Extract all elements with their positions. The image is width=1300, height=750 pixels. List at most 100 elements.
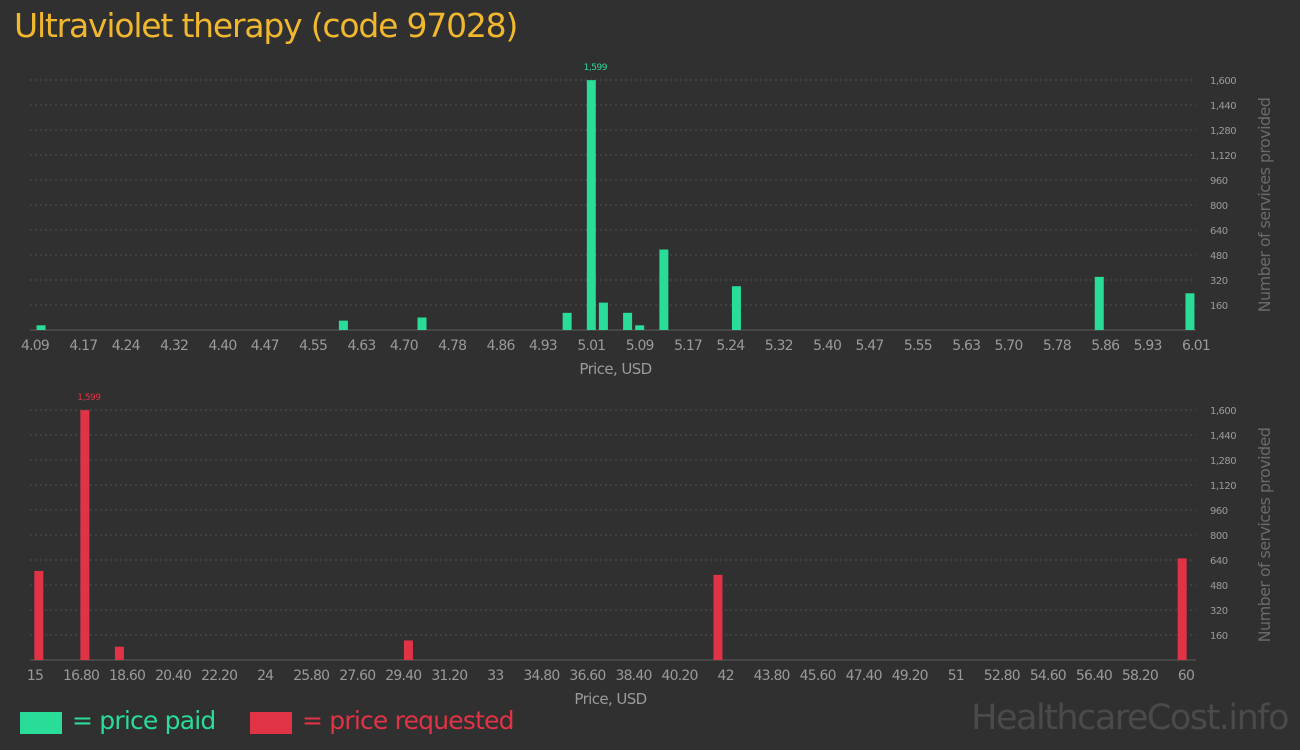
bar — [586, 80, 596, 330]
x-tick-label: 18.60 — [109, 668, 145, 684]
x-tick-label: 5.78 — [1043, 338, 1071, 354]
x-tick-label: 45.60 — [800, 668, 836, 684]
y-tick-label: 800 — [1210, 201, 1228, 212]
bar — [80, 410, 90, 660]
y-axis-label: Number of services provided — [1255, 428, 1274, 643]
x-tick-label: 31.20 — [431, 668, 467, 684]
x-tick-label: 25.80 — [293, 668, 329, 684]
x-tick-label: 38.40 — [615, 668, 651, 684]
bar — [417, 317, 427, 330]
bar — [713, 574, 723, 660]
x-tick-label: 22.20 — [201, 668, 237, 684]
bar — [598, 302, 608, 330]
x-tick-label: 51 — [948, 668, 964, 684]
x-tick-label: 5.55 — [904, 338, 932, 354]
y-tick-label: 1,600 — [1210, 76, 1236, 87]
x-axis-label: Price, USD — [579, 360, 651, 378]
y-tick-label: 1,120 — [1210, 151, 1236, 162]
y-tick-label: 960 — [1210, 176, 1228, 187]
legend-label-paid: = price paid — [72, 706, 216, 735]
y-axis-label: Number of services provided — [1255, 98, 1274, 313]
bar — [1094, 276, 1104, 330]
x-tick-label: 20.40 — [155, 668, 191, 684]
price-requested-chart: 160 320 480 640 800 960 1,120 1,280 1,440 1,600 15… — [27, 393, 1274, 708]
x-tick-label: 4.86 — [487, 338, 516, 354]
y-tick-label: 960 — [1210, 506, 1228, 517]
x-tick-label: 4.40 — [208, 338, 236, 354]
bar — [36, 325, 46, 330]
x-tick-label: 4.47 — [251, 338, 279, 354]
x-tick-label: 5.40 — [813, 338, 841, 354]
x-tick-label: 42 — [717, 668, 733, 684]
y-tick-label: 320 — [1210, 276, 1228, 287]
x-tick-label: 54.60 — [1030, 668, 1066, 684]
x-tick-label: 24 — [257, 668, 274, 684]
y-tick-label: 320 — [1210, 606, 1228, 617]
x-tick-label: 5.17 — [674, 338, 702, 354]
bar — [403, 640, 413, 660]
watermark: HealthcareCost.info — [971, 698, 1289, 738]
x-tick-label: 5.09 — [626, 338, 654, 354]
x-tick-label: 4.63 — [348, 338, 376, 354]
x-tick-label: 58.20 — [1122, 668, 1158, 684]
bar — [731, 286, 741, 330]
x-tick-label: 34.80 — [523, 668, 559, 684]
x-tick-label: 5.63 — [952, 338, 980, 354]
x-tick-label: 5.70 — [995, 338, 1023, 354]
y-tick-label: 640 — [1210, 556, 1228, 567]
legend-swatch-requested — [250, 712, 292, 734]
x-tick-label: 49.20 — [892, 668, 928, 684]
y-tick-label: 160 — [1210, 631, 1228, 642]
bar — [635, 325, 645, 330]
x-tick-label: 4.70 — [390, 338, 418, 354]
bar-data-label: 1,599 — [584, 63, 608, 73]
x-tick-label: 52.80 — [984, 668, 1020, 684]
x-tick-label: 15 — [27, 668, 43, 684]
bar — [1177, 558, 1187, 660]
bar — [34, 570, 44, 660]
legend-label-requested: = price requested — [302, 706, 515, 735]
x-tick-label: 5.01 — [577, 338, 605, 354]
y-tick-label: 1,440 — [1210, 431, 1236, 442]
y-tick-label: 1,600 — [1210, 406, 1236, 417]
y-tick-label: 1,280 — [1210, 126, 1236, 137]
y-tick-label: 1,440 — [1210, 101, 1236, 112]
x-tick-label: 4.78 — [438, 338, 466, 354]
page-title: Ultraviolet therapy (code 97028) — [14, 6, 518, 45]
x-tick-label: 40.20 — [662, 668, 698, 684]
bar — [1185, 293, 1195, 330]
price-paid-chart: 160 320 480 640 800 960 1,120 1,280 1,440 1,600 4.… — [21, 63, 1274, 378]
x-tick-label: 5.47 — [855, 338, 883, 354]
y-tick-label: 480 — [1210, 581, 1228, 592]
x-axis-label: Price, USD — [574, 690, 646, 708]
bar — [562, 312, 572, 330]
y-tick-label: 480 — [1210, 251, 1228, 262]
x-tick-label: 5.32 — [765, 338, 793, 354]
x-tick-label: 4.09 — [21, 338, 49, 354]
y-tick-label: 640 — [1210, 226, 1228, 237]
x-tick-label: 4.55 — [299, 338, 327, 354]
x-tick-label: 16.80 — [63, 668, 99, 684]
x-tick-label: 5.93 — [1134, 338, 1162, 354]
x-tick-label: 47.40 — [846, 668, 882, 684]
bar-data-label: 1,599 — [77, 393, 101, 403]
legend: = price paid = price requested — [0, 704, 1300, 744]
x-tick-label: 5.86 — [1091, 338, 1120, 354]
x-tick-label: 4.17 — [69, 338, 97, 354]
x-tick-label: 5.24 — [716, 338, 745, 354]
x-tick-label: 4.32 — [160, 338, 188, 354]
x-tick-label: 43.80 — [754, 668, 790, 684]
y-tick-label: 1,120 — [1210, 481, 1236, 492]
y-tick-label: 160 — [1210, 301, 1228, 312]
bar — [659, 249, 669, 330]
x-tick-label: 33 — [487, 668, 503, 684]
x-tick-label: 4.24 — [112, 338, 141, 354]
bar — [338, 320, 348, 330]
x-tick-label: 29.40 — [385, 668, 421, 684]
y-tick-label: 1,280 — [1210, 456, 1236, 467]
y-tick-label: 800 — [1210, 531, 1228, 542]
legend-swatch-paid — [20, 712, 62, 734]
x-tick-label: 6.01 — [1182, 338, 1210, 354]
x-tick-label: 60 — [1178, 668, 1194, 684]
x-tick-label: 27.60 — [339, 668, 375, 684]
